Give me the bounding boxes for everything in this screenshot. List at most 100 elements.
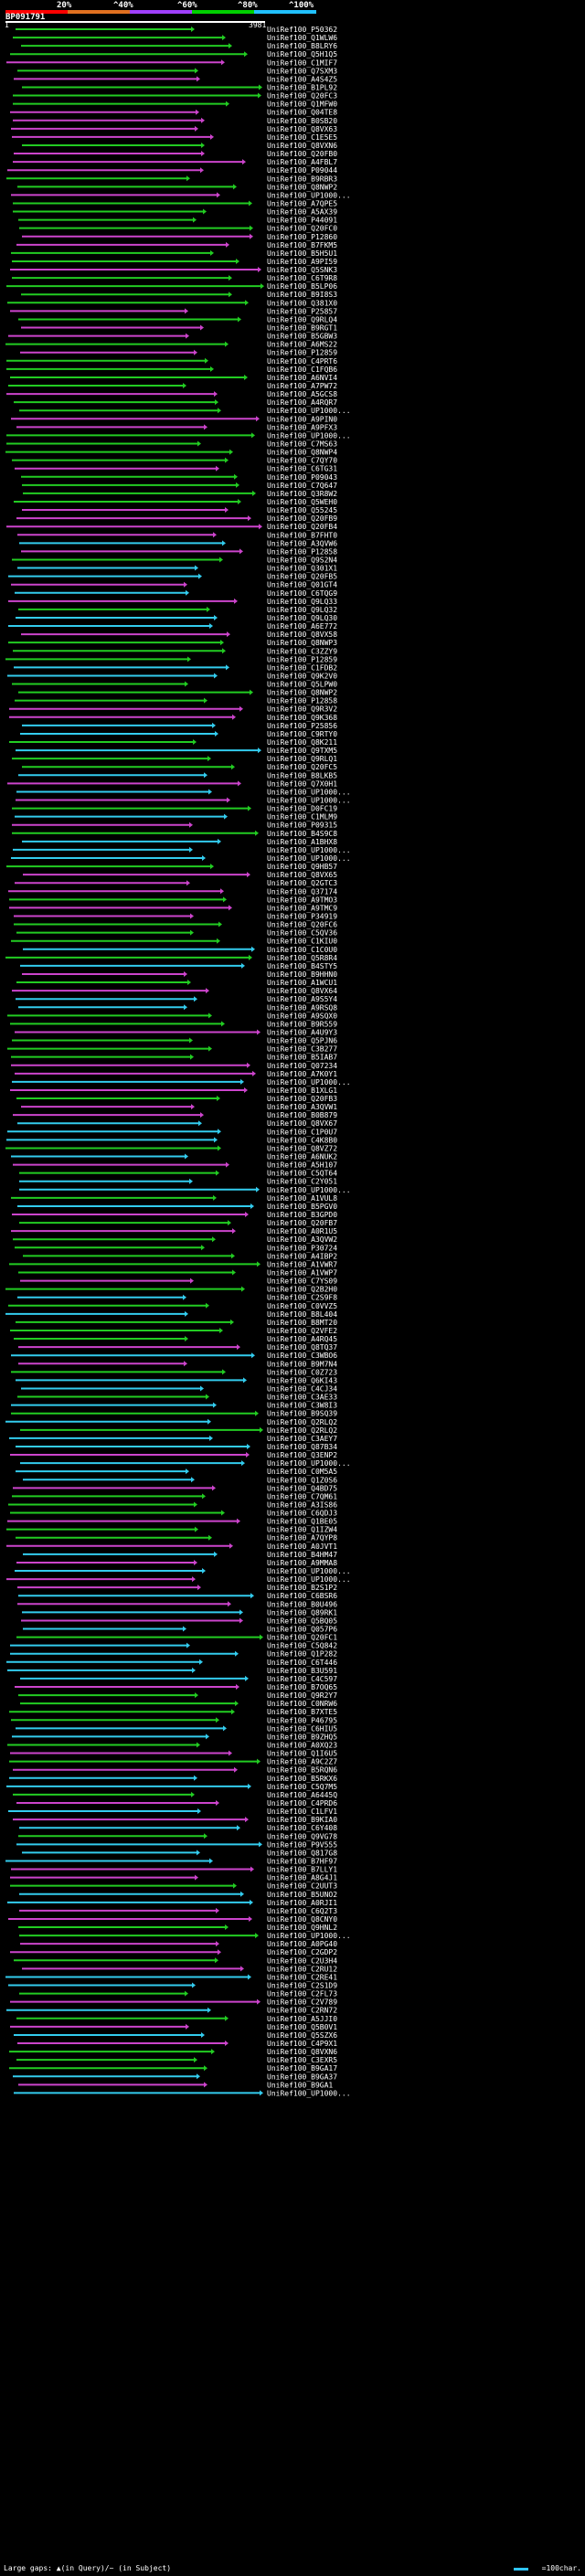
row-label[interactable]: UniRef100_C1P0U7: [267, 1128, 337, 1136]
row-label[interactable]: UniRef100_B5RQN6: [267, 1766, 337, 1775]
row-label[interactable]: UniRef100_Q5PJN6: [267, 1037, 337, 1045]
row-label[interactable]: UniRef100_Q9LQ30: [267, 614, 337, 622]
row-label[interactable]: UniRef100_B3GPD0: [267, 1211, 337, 1219]
row-label[interactable]: UniRef100_C4K8B0: [267, 1136, 337, 1144]
row-label[interactable]: UniRef100_B7FHT0: [267, 531, 337, 539]
row-label[interactable]: UniRef100_Q8NWP2: [267, 183, 337, 191]
row-label[interactable]: UniRef100_A5H107: [267, 1161, 337, 1170]
row-label[interactable]: UniRef100_B5LP06: [267, 282, 337, 291]
row-label[interactable]: UniRef100_B9R559: [267, 1020, 337, 1028]
row-label[interactable]: UniRef100_B5GBW3: [267, 333, 337, 341]
row-label[interactable]: UniRef100_P12859: [267, 349, 337, 357]
row-label[interactable]: UniRef100_A1VWR7: [267, 1260, 337, 1268]
row-label[interactable]: UniRef100_Q5BQ05: [267, 1617, 337, 1625]
row-label[interactable]: UniRef100_B8LRY6: [267, 42, 337, 50]
row-label[interactable]: UniRef100_Q2RLQ2: [267, 1418, 337, 1426]
row-label[interactable]: UniRef100_B8LKB5: [267, 771, 337, 779]
row-label[interactable]: UniRef100_Q20FB9: [267, 514, 337, 523]
row-label[interactable]: UniRef100_B5PGV0: [267, 1203, 337, 1211]
row-label[interactable]: UniRef100_B7HF97: [267, 1857, 337, 1865]
row-label[interactable]: UniRef100_C0M5A5: [267, 1468, 337, 1476]
row-label[interactable]: UniRef100_A3IS86: [267, 1500, 337, 1509]
row-label[interactable]: UniRef100_Q6KI43: [267, 1376, 337, 1384]
row-label[interactable]: UniRef100_P09315: [267, 822, 337, 830]
row-label[interactable]: UniRef100_Q20FC0: [267, 225, 337, 233]
row-label[interactable]: UniRef100_Q1MFW0: [267, 101, 337, 109]
row-label[interactable]: UniRef100_C3ZZY9: [267, 647, 337, 655]
row-label[interactable]: UniRef100_C0Z723: [267, 1368, 337, 1376]
row-label[interactable]: UniRef100_B1PL92: [267, 83, 337, 91]
row-label[interactable]: UniRef100_Q8NWP3: [267, 639, 337, 647]
row-label[interactable]: UniRef100_C6Y408: [267, 1824, 337, 1832]
row-label[interactable]: UniRef100_C3WBO6: [267, 1352, 337, 1360]
row-label[interactable]: UniRef100_Q9VG78: [267, 1832, 337, 1840]
row-label[interactable]: UniRef100_Q9R2Y7: [267, 1691, 337, 1700]
row-label[interactable]: UniRef100_Q5LPW0: [267, 681, 337, 689]
row-label[interactable]: UniRef100_A4U9Y3: [267, 1028, 337, 1036]
row-label[interactable]: UniRef100_A0RJI1: [267, 1899, 337, 1907]
row-label[interactable]: UniRef100_P25856: [267, 722, 337, 730]
row-label[interactable]: UniRef100_Q8TQ37: [267, 1343, 337, 1352]
row-label[interactable]: UniRef100_Q5B0V1: [267, 2023, 337, 2031]
row-label[interactable]: UniRef100_Q87B34: [267, 1443, 337, 1451]
row-label[interactable]: UniRef100_Q4BD75: [267, 1484, 337, 1492]
row-label[interactable]: UniRef100_P9V555: [267, 1840, 337, 1849]
row-label[interactable]: UniRef100_Q301X1: [267, 565, 337, 573]
row-label[interactable]: UniRef100_B2S1P2: [267, 1584, 337, 1592]
row-label[interactable]: UniRef100_C2S1D9: [267, 1982, 337, 1990]
row-label[interactable]: UniRef100_B7XTE5: [267, 1708, 337, 1716]
row-label[interactable]: UniRef100_A5AX39: [267, 208, 337, 217]
row-label[interactable]: UniRef100_Q9K2V0: [267, 672, 337, 680]
row-label[interactable]: UniRef100_B0B879: [267, 1111, 337, 1119]
row-label[interactable]: UniRef100_UP1000...: [267, 1186, 351, 1194]
row-label[interactable]: UniRef100_B5H5U1: [267, 249, 337, 258]
row-label[interactable]: UniRef100_Q8VX58: [267, 631, 337, 639]
row-label[interactable]: UniRef100_A5JJI0: [267, 2015, 337, 2023]
row-label[interactable]: UniRef100_Q20FB3: [267, 1095, 337, 1103]
row-label[interactable]: UniRef100_C2FL73: [267, 1990, 337, 1998]
row-label[interactable]: UniRef100_Q55245: [267, 506, 337, 514]
row-label[interactable]: UniRef100_C1E5E5: [267, 133, 337, 142]
row-label[interactable]: UniRef100_Q2VFE2: [267, 1327, 337, 1335]
row-label[interactable]: UniRef100_C1KIU0: [267, 938, 337, 946]
row-label[interactable]: UniRef100_A9PFX3: [267, 423, 337, 431]
row-label[interactable]: UniRef100_C6T446: [267, 1659, 337, 1667]
row-label[interactable]: UniRef100_Q1WLW6: [267, 34, 337, 42]
row-label[interactable]: UniRef100_Q5H1Q5: [267, 50, 337, 58]
row-label[interactable]: UniRef100_A4IBP2: [267, 1252, 337, 1260]
row-label[interactable]: UniRef100_C1LFV1: [267, 1807, 337, 1816]
row-label[interactable]: UniRef100_Q20FB5: [267, 573, 337, 581]
row-label[interactable]: UniRef100_C6QDJ3: [267, 1510, 337, 1518]
row-label[interactable]: UniRef100_C6Q2T3: [267, 1907, 337, 1915]
row-label[interactable]: UniRef100_Q057P6: [267, 1626, 337, 1634]
row-label[interactable]: UniRef100_C6T9R8: [267, 274, 337, 282]
row-label[interactable]: UniRef100_C3EXR5: [267, 2056, 337, 2064]
row-label[interactable]: UniRef100_Q5WEH0: [267, 498, 337, 506]
row-label[interactable]: UniRef100_Q9K368: [267, 714, 337, 722]
row-label[interactable]: UniRef100_Q9HB57: [267, 863, 337, 871]
row-label[interactable]: UniRef100_Q20FB4: [267, 523, 337, 531]
row-label[interactable]: UniRef100_P44091: [267, 217, 337, 225]
row-label[interactable]: UniRef100_Q20FC1: [267, 1634, 337, 1642]
row-label[interactable]: UniRef100_Q5R8R4: [267, 954, 337, 962]
row-label[interactable]: UniRef100_B3U591: [267, 1667, 337, 1675]
row-label[interactable]: UniRef100_A9RSQ8: [267, 1003, 337, 1012]
row-label[interactable]: UniRef100_P50362: [267, 26, 337, 34]
row-label[interactable]: UniRef100_Q7X0H1: [267, 779, 337, 788]
row-label[interactable]: UniRef100_B8MT20: [267, 1319, 337, 1327]
row-label[interactable]: UniRef100_UP1000...: [267, 788, 351, 796]
row-label[interactable]: UniRef100_Q20FB0: [267, 150, 337, 158]
row-label[interactable]: UniRef100_P25857: [267, 307, 337, 315]
row-label[interactable]: UniRef100_UP1000...: [267, 797, 351, 805]
row-label[interactable]: UniRef100_B9GA17: [267, 2064, 337, 2072]
row-label[interactable]: UniRef100_A6445Q: [267, 1791, 337, 1799]
row-label[interactable]: UniRef100_A9TMC9: [267, 904, 337, 912]
row-label[interactable]: UniRef100_C4PRD6: [267, 1799, 337, 1807]
row-label[interactable]: UniRef100_A3QVW2: [267, 1235, 337, 1244]
row-label[interactable]: UniRef100_UP1000...: [267, 854, 351, 863]
row-label[interactable]: UniRef100_A9PI59: [267, 258, 337, 266]
row-label[interactable]: UniRef100_Q1P282: [267, 1650, 337, 1659]
row-label[interactable]: UniRef100_A0XQ23: [267, 1741, 337, 1749]
row-label[interactable]: UniRef100_Q07234: [267, 1062, 337, 1070]
row-label[interactable]: UniRef100_A3QVW6: [267, 539, 337, 547]
